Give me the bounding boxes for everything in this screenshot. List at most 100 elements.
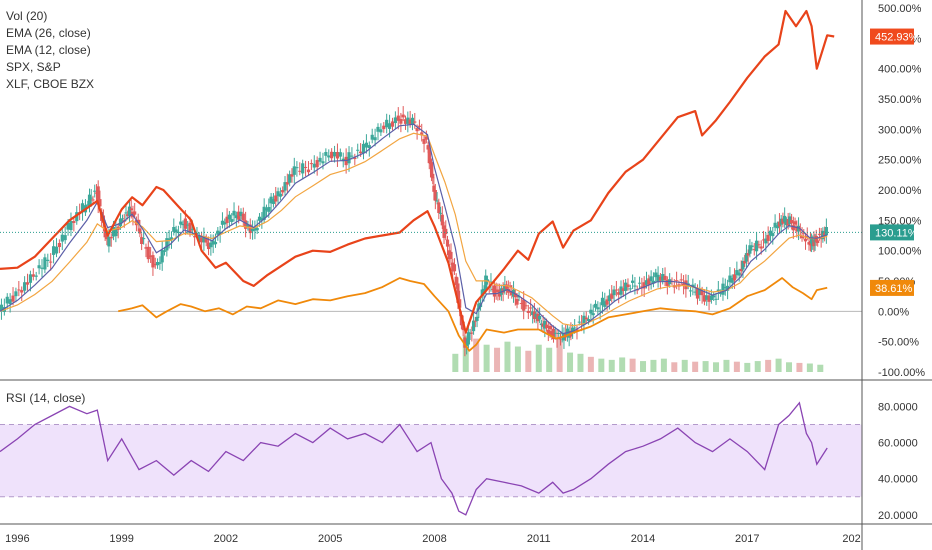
candle-body [114,228,118,237]
candle-body [330,151,334,159]
candle-body [216,230,220,235]
candle-body [619,286,623,295]
candle-body [379,129,383,133]
candle-body [544,324,549,329]
candle-body [582,315,586,326]
candle-body [586,319,591,322]
candle-body [796,225,801,232]
candle-body [5,296,9,304]
candle-body [477,303,481,310]
candle-body [538,315,542,320]
candle-body [353,157,357,160]
rsi-y-tick-label: 40.0000 [878,474,918,486]
candle-body [617,292,621,295]
candle-body [408,119,412,125]
candle-body [524,305,528,307]
candle-body [803,238,808,242]
candle-body [69,221,73,231]
candle-body [86,204,90,206]
candle-body [301,163,305,174]
ema-12-line [0,123,828,335]
candle-body [373,137,377,141]
candle-body [654,272,658,278]
volume-bar [483,344,490,372]
candle-body [788,216,792,224]
candle-body [390,121,395,127]
candle-body [364,142,369,148]
volume-bar [556,338,563,372]
volume-bar [744,362,751,372]
candle-body [149,255,153,257]
candle-body [754,240,759,252]
candle-body [824,227,828,236]
candle-body [526,310,530,313]
price-panel [0,9,862,372]
candle-body [312,163,316,168]
candle-body [714,298,718,300]
y-tick-label: 200.00% [878,185,922,197]
candle-body [0,304,4,312]
candle-body [709,295,713,301]
candle-body [151,255,155,268]
candle-body [107,236,111,247]
candle-body [220,220,225,225]
candle-body [707,295,711,302]
candle-body [480,289,484,296]
candle-body [356,149,360,151]
candle-body [232,210,236,216]
candle-body [712,295,716,298]
y-tick-label: 250.00% [878,155,922,167]
candle-body [385,119,389,128]
y-tick-label: 350.00% [878,94,922,106]
y-tick-label: 500.00% [878,3,922,15]
candle-body [318,157,322,162]
candle-body [142,238,146,240]
candle-body [350,155,354,157]
candle-body [501,288,505,293]
candle-body [144,247,148,249]
candle-body [126,214,130,216]
candle-body [89,197,93,199]
candle-body [475,316,479,322]
candle-body [558,338,563,340]
candle-body [335,151,340,159]
candle-body [705,295,709,300]
candle-body [584,317,588,320]
candle-body [146,246,150,260]
candle-body [748,245,752,254]
candle-body [658,276,663,281]
volume-bar [525,350,532,372]
volume-bar [806,363,813,372]
candle-body [571,327,575,333]
candle-body [98,199,102,207]
candle-body [626,284,630,288]
candle-body [506,288,510,293]
candle-body [735,270,739,275]
candle-body [607,295,612,302]
candle-body [816,240,820,243]
candle-body [550,331,554,337]
candle-body [451,262,455,272]
candle-body [637,282,642,284]
candle-body [361,143,366,154]
candle-body [766,234,770,241]
candle-body [250,228,255,232]
candle-body [644,280,649,285]
volume-bar [775,358,782,372]
candle-body [437,202,441,214]
candle-body [444,228,448,235]
candle-body [290,174,294,177]
candle-body [34,275,38,277]
candle-body [176,231,181,234]
candle-body [138,228,142,234]
candle-body [541,323,545,327]
candle-body [181,223,185,226]
volume-bar [619,357,626,372]
candle-body [332,151,337,157]
candle-body [160,250,164,263]
volume-bar [535,344,542,372]
candle-body [628,288,632,290]
candle-body [133,211,137,215]
candle-body [183,218,187,229]
candle-body [752,249,756,251]
